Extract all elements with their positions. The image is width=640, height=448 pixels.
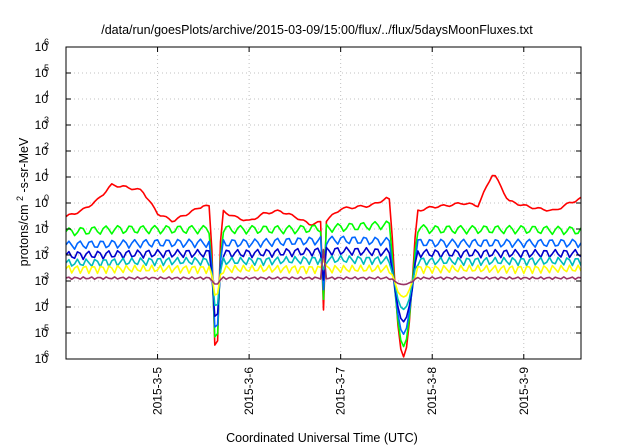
x-tick-label: 2015-3-8 [425,367,439,415]
x-tick-label: 2015-3-5 [151,367,165,415]
y-axis-label-sup: 2 [15,196,25,201]
y-tick-label: 105 [35,63,49,80]
y-tick-label: 10-2 [35,245,49,262]
y-tick-label: 10-3 [35,271,49,288]
y-tick-exponent: 3 [44,115,49,125]
y-tick-label: 10-4 [35,297,49,314]
y-axis-label-main: protons/cm [17,205,31,267]
x-tick-label: 2015-3-7 [334,367,348,415]
y-tick-label: 106 [35,37,49,54]
y-tick-label: 104 [35,89,49,106]
y-tick-exponent: 1 [44,167,49,177]
y-tick-exponent: 0 [44,193,49,203]
series-line [66,248,581,286]
chart-title: /data/run/goesPlots/archive/2015-03-09/1… [101,23,533,37]
y-tick-label: 100 [35,193,49,210]
plot-frame [65,46,582,360]
y-tick-exponent: -6 [41,349,49,359]
y-tick-label: 10-5 [35,323,49,340]
y-tick-exponent: -5 [41,323,49,333]
series-line [66,246,581,323]
x-tick-label: 2015-3-9 [517,367,531,415]
y-axis-label: protons/cm 2 -s-sr-MeV [12,137,31,266]
x-tick-labels: 2015-3-5 2015-3-6 2015-3-7 2015-3-8 2015-3-9 [151,367,531,415]
series-layer [66,174,581,358]
series-line [66,220,581,348]
x-axis-label: Coordinated Universal Time (UTC) [226,431,418,445]
y-tick-label: 10-6 [35,349,49,366]
y-tick-labels: 10-610-510-410-310-210-11001011021031041… [35,37,49,366]
y-tick-label: 103 [35,115,49,132]
y-axis-label-rest: -s-sr-MeV [17,137,31,193]
y-tick-label: 101 [35,167,49,184]
y-tick-exponent: -4 [41,297,49,307]
series-line [66,254,581,311]
y-tick-label: 10-1 [35,219,49,236]
series-line [66,259,581,298]
series-line [66,235,581,335]
y-tick-exponent: 5 [44,63,49,73]
y-tick-exponent: 6 [44,37,49,47]
axes-layer [65,46,582,360]
y-tick-exponent: 4 [44,89,49,99]
y-tick-label: 102 [35,141,49,158]
grid-lines [66,46,581,360]
y-tick-exponent: 2 [44,141,49,151]
y-tick-exponent: -2 [41,245,49,255]
series-line [66,174,581,358]
y-tick-exponent: -1 [41,219,49,229]
y-tick-exponent: -3 [41,271,49,281]
x-tick-label: 2015-3-6 [242,367,256,415]
